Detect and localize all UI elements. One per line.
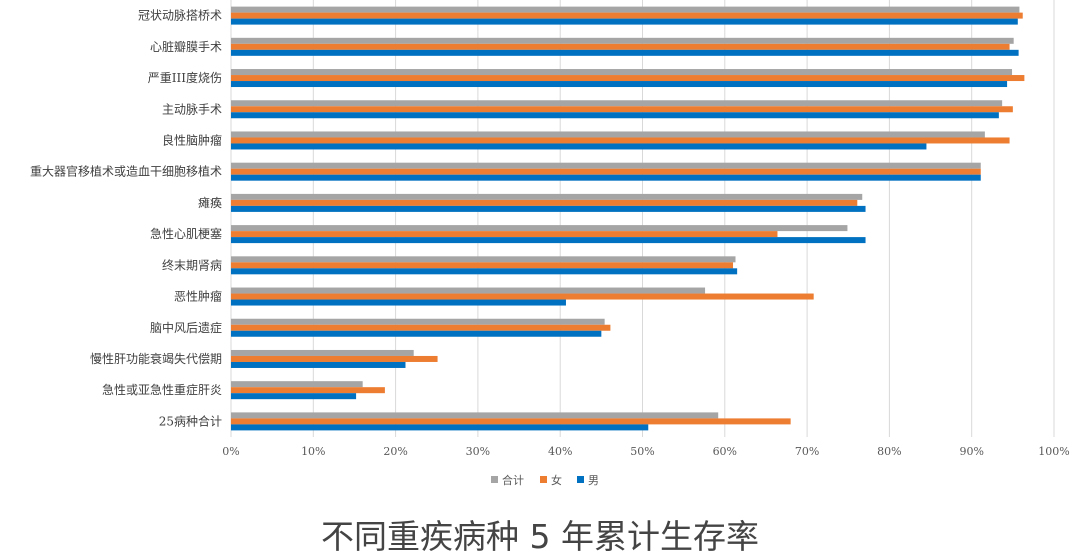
bar-女	[231, 262, 734, 269]
bar-合计	[231, 131, 985, 138]
bar-女	[231, 137, 1010, 144]
category-label: 急性心肌梗塞	[150, 226, 222, 241]
x-tick-label: 100%	[1038, 445, 1069, 458]
bar-男	[231, 143, 927, 150]
legend-swatch	[540, 476, 547, 483]
bar-女	[231, 106, 1013, 113]
category-label: 慢性肝功能衰竭失代偿期	[90, 351, 222, 366]
x-tick-label: 0%	[222, 445, 239, 458]
bar-男	[231, 268, 738, 275]
category-label: 瘫痪	[198, 195, 222, 210]
x-tick-label: 50%	[630, 445, 654, 458]
bar-男	[231, 424, 649, 431]
x-tick-label: 90%	[959, 445, 983, 458]
x-tick-label: 80%	[877, 445, 901, 458]
chart-title: 不同重疾病种 5 年累计生存率	[321, 517, 759, 556]
legend-label: 女	[551, 473, 562, 487]
bar-合计	[231, 349, 414, 356]
category-label: 25病种合计	[159, 413, 222, 428]
bar-合计	[231, 100, 1003, 107]
category-label: 主动脉手术	[162, 101, 222, 116]
bar-合计	[231, 287, 706, 294]
x-tick-label: 20%	[383, 445, 407, 458]
category-label: 急性或亚急性重症肝炎	[102, 382, 222, 397]
legend-swatch	[577, 476, 584, 483]
bar-男	[231, 205, 866, 212]
bar-合计	[231, 318, 605, 325]
bar-男	[231, 112, 999, 119]
bar-男	[231, 299, 566, 306]
category-label: 冠状动脉搭桥术	[138, 8, 222, 23]
bar-女	[231, 324, 611, 331]
x-tick-label: 30%	[466, 445, 490, 458]
bar-合计	[231, 162, 981, 169]
bar-女	[231, 199, 858, 206]
legend-swatch	[491, 476, 498, 483]
bar-女	[231, 168, 981, 175]
bar-男	[231, 18, 1018, 25]
bar-男	[231, 237, 866, 244]
bar-合计	[231, 256, 736, 263]
legend-label: 合计	[502, 473, 524, 487]
bar-合计	[231, 225, 848, 232]
bar-合计	[231, 37, 1014, 44]
category-label: 终末期肾病	[162, 257, 222, 272]
bar-合计	[231, 69, 1013, 76]
category-label: 心脏瓣膜手术	[150, 39, 222, 54]
bar-男	[231, 174, 981, 181]
x-tick-label: 60%	[713, 445, 737, 458]
bar-男	[231, 81, 1008, 88]
category-label: 严重III度烧伤	[148, 70, 222, 85]
bar-男	[231, 330, 602, 337]
bar-合计	[231, 193, 863, 200]
bar-男	[231, 49, 1019, 56]
category-label: 良性脑肿瘤	[162, 132, 222, 147]
legend-label: 男	[588, 474, 599, 487]
bar-合计	[231, 381, 363, 388]
category-label: 恶性肿瘤	[174, 289, 222, 304]
bar-女	[231, 75, 1025, 82]
bar-女	[231, 387, 385, 394]
bar-女	[231, 418, 791, 425]
bar-女	[231, 355, 438, 362]
bar-女	[231, 293, 814, 300]
bar-女	[231, 12, 1023, 19]
bar-女	[231, 43, 1010, 50]
bar-男	[231, 361, 406, 368]
bar-男	[231, 393, 357, 400]
category-label: 脑中风后遗症	[150, 320, 222, 335]
x-tick-label: 70%	[795, 445, 819, 458]
bar-合计	[231, 412, 719, 419]
x-tick-label: 10%	[301, 445, 325, 458]
x-tick-label: 40%	[548, 445, 572, 458]
bar-合计	[231, 6, 1020, 13]
bar-女	[231, 231, 778, 238]
category-label: 重大器官移植术或造血干细胞移植术	[30, 164, 222, 179]
